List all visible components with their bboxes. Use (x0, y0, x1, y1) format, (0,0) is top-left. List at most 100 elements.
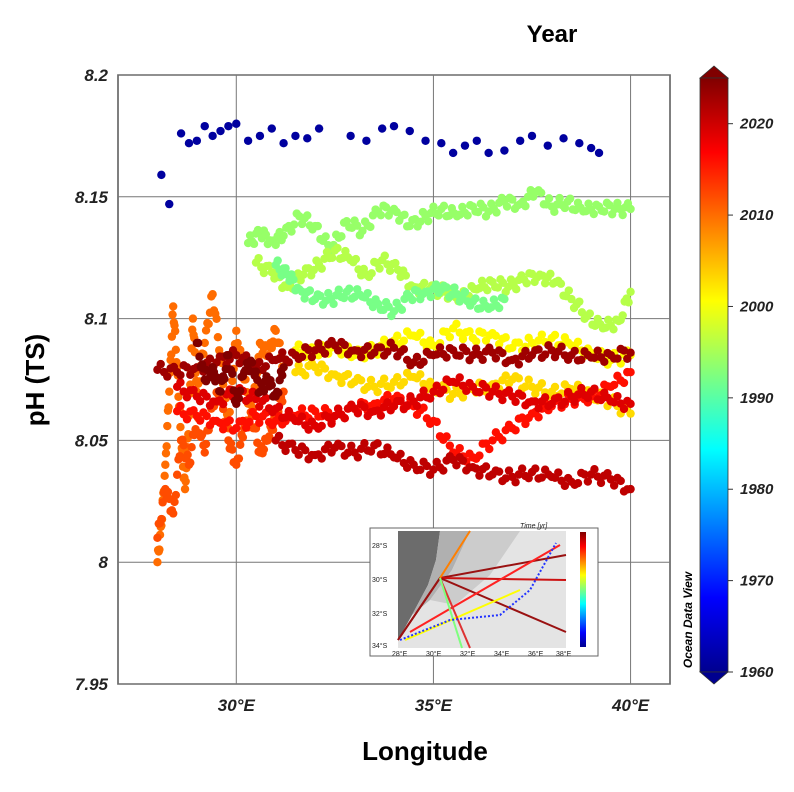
colorbar-title: Year (527, 21, 578, 48)
data-point (376, 343, 386, 352)
data-point (491, 354, 501, 363)
data-point (307, 352, 317, 362)
data-point (189, 385, 198, 395)
data-point (334, 285, 343, 294)
svg-text:32°E: 32°E (460, 650, 476, 658)
data-point (267, 380, 276, 390)
data-point (425, 394, 435, 403)
data-point (157, 170, 166, 180)
data-point (366, 375, 376, 385)
data-point (501, 371, 510, 380)
data-point (179, 441, 188, 450)
data-point (600, 357, 609, 366)
data-point (343, 369, 353, 379)
data-point (373, 387, 382, 397)
data-point (613, 354, 622, 363)
data-point (609, 325, 618, 334)
y-tick-label: 7.95 (75, 675, 109, 694)
data-point (511, 478, 520, 487)
data-point (163, 372, 172, 381)
data-point (224, 350, 233, 360)
svg-text:30°E: 30°E (426, 650, 442, 658)
data-point (232, 326, 241, 335)
data-point (300, 294, 309, 303)
data-point (218, 425, 228, 434)
data-point (259, 268, 269, 278)
data-point (494, 467, 504, 476)
data-point (596, 478, 606, 488)
x-tick-label: 40°E (611, 696, 650, 715)
data-point (317, 421, 326, 431)
data-point (155, 545, 164, 554)
data-point (305, 286, 315, 295)
data-point (500, 146, 509, 155)
data-point (590, 353, 599, 362)
data-point (590, 465, 599, 474)
data-point (399, 377, 409, 387)
colorbar-bottom-cap (698, 671, 730, 685)
data-point (320, 364, 330, 373)
data-point (422, 461, 432, 471)
data-point (324, 440, 333, 449)
svg-text:32°S: 32°S (372, 610, 388, 618)
data-point (243, 136, 253, 145)
data-point (416, 328, 425, 338)
data-point (477, 276, 487, 286)
data-point (484, 148, 493, 158)
colorbar-tick-labels: 1960 1970 1980 1990 2000 2010 2020 (728, 116, 774, 681)
data-point (238, 433, 248, 442)
data-point (557, 342, 566, 351)
data-point (463, 211, 472, 220)
data-point (491, 382, 501, 391)
data-point (271, 240, 280, 250)
series-2019 (172, 373, 635, 434)
data-point (570, 346, 579, 356)
data-point (225, 416, 234, 425)
data-point (584, 199, 593, 208)
data-point (281, 413, 290, 422)
data-point (416, 217, 425, 226)
data-point (255, 357, 264, 367)
x-tick-label: 30°E (218, 696, 256, 715)
data-point (619, 404, 629, 414)
data-point (162, 442, 171, 451)
data-point (429, 202, 438, 211)
data-point (603, 468, 612, 478)
data-point (202, 392, 211, 401)
data-point (609, 380, 619, 390)
data-point (550, 330, 560, 340)
data-point (314, 368, 323, 377)
data-point (471, 464, 481, 473)
data-point (236, 386, 245, 395)
data-point (353, 221, 362, 230)
data-point (488, 436, 497, 445)
data-point (329, 299, 338, 309)
data-point (560, 481, 570, 491)
data-point (380, 251, 389, 260)
data-point (567, 294, 576, 304)
data-point (383, 398, 392, 407)
data-point (508, 195, 517, 204)
colorbar-top-cap (698, 65, 730, 79)
data-point (429, 465, 438, 474)
data-point (471, 344, 481, 353)
data-point (600, 207, 609, 216)
data-point (347, 441, 356, 450)
data-point (455, 328, 464, 337)
data-point (360, 438, 369, 448)
data-point (356, 352, 366, 362)
data-point (176, 401, 185, 411)
data-point (618, 210, 627, 220)
data-point (432, 381, 441, 390)
data-point (458, 334, 468, 344)
data-point (492, 208, 501, 217)
data-point (439, 466, 448, 475)
data-point (434, 211, 443, 220)
data-point (419, 386, 428, 395)
data-point (274, 388, 283, 398)
data-point (580, 470, 589, 479)
data-point (445, 332, 455, 342)
svg-text:34°E: 34°E (494, 650, 510, 658)
data-point (419, 403, 428, 412)
data-point (228, 445, 237, 454)
